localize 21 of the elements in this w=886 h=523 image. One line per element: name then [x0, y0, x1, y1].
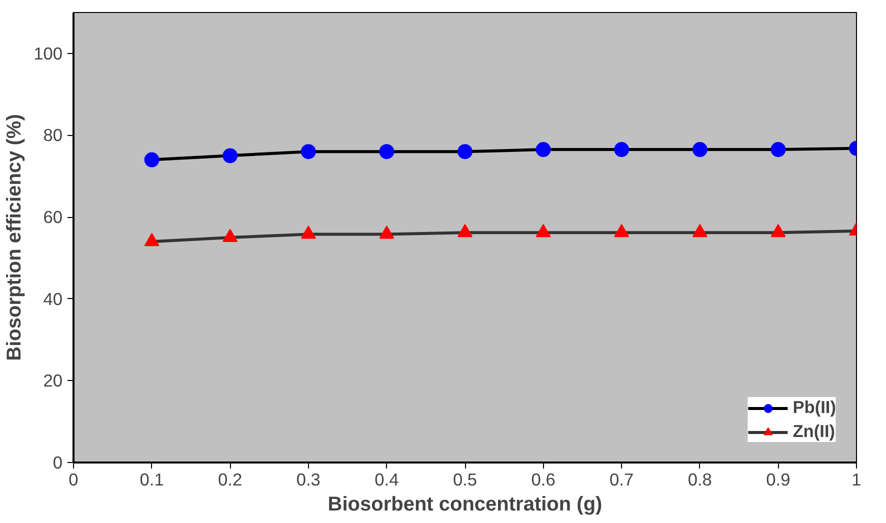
- x-tick-label: 1: [852, 470, 862, 490]
- x-tick-label: 0.8: [688, 470, 712, 490]
- x-tick-label: 0.6: [531, 470, 556, 490]
- x-tick-label: 0.2: [218, 470, 242, 490]
- x-tick-label: 0.1: [140, 470, 164, 490]
- y-tick-label: 80: [43, 125, 63, 146]
- x-tick-label: 0: [68, 470, 78, 490]
- x-axis-title: Biosorbent concentration (g): [328, 494, 602, 516]
- x-tick-label: 0.9: [766, 470, 790, 490]
- y-tick-label: 60: [43, 207, 63, 228]
- x-tick-label: 0.5: [452, 470, 478, 490]
- y-tick-label: 20: [43, 370, 63, 391]
- y-tick-label: 100: [34, 43, 63, 64]
- x-tick-label: 0.4: [374, 470, 400, 490]
- x-tick-label: 0.7: [610, 470, 634, 490]
- x-tick-label: 0.3: [296, 470, 320, 490]
- y-axis-title: Biosorption efficiency (%): [4, 114, 26, 361]
- legend-label: Zn(II): [792, 421, 836, 442]
- y-tick-label: 40: [43, 288, 63, 309]
- legend-label: Pb(II): [792, 397, 836, 418]
- y-tick-label: 0: [52, 452, 63, 472]
